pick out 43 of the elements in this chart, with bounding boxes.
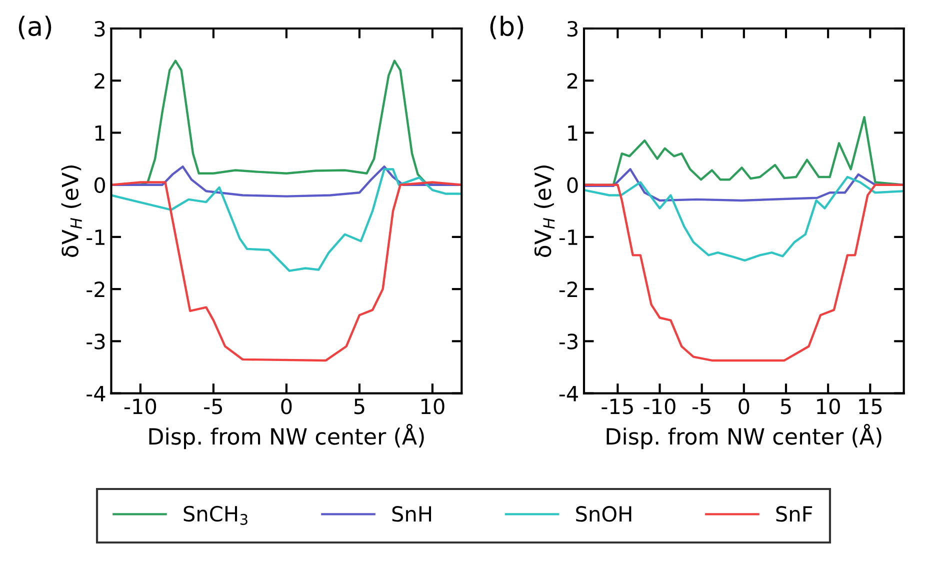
x-tick-label: 10 <box>421 398 444 414</box>
y-tick-label: 1 <box>95 125 104 141</box>
y-tick-label: -3 <box>559 334 578 350</box>
line-series <box>584 176 904 262</box>
y-tick-label: 0 <box>567 177 578 194</box>
y-tick-label: -2 <box>86 282 104 297</box>
x-tick-label: 10 <box>817 398 840 414</box>
y-tick-label: 0 <box>94 177 105 194</box>
x-tick-label: 0 <box>281 398 292 414</box>
y-tick-label: 3 <box>567 20 578 37</box>
x-tick-label: -15 <box>602 398 633 414</box>
x-tick-label: 15 <box>859 398 882 414</box>
line-series <box>111 181 462 362</box>
x-axis-title: Disp. from NW center (Å) <box>606 424 882 450</box>
y-tick-label: -1 <box>86 230 104 245</box>
x-tick-label: -5 <box>692 398 710 414</box>
x-axis-title: Disp. from NW center (Å) <box>149 424 424 450</box>
y-tick-label: 2 <box>94 73 104 89</box>
y-tick-label: -4 <box>86 386 106 402</box>
y-tick-label: 2 <box>567 73 578 89</box>
x-tick-label: -10 <box>644 398 676 414</box>
line-series <box>111 168 462 272</box>
line-series <box>111 165 462 198</box>
y-axis-title: δV$_{H}$ (eV) <box>534 166 555 258</box>
x-tick-label: 5 <box>354 398 364 414</box>
x-tick-label: 5 <box>780 398 791 414</box>
x-tick-label: -10 <box>124 398 156 414</box>
chart-title: (a) <box>18 16 52 40</box>
legend-label: SnF <box>776 506 812 522</box>
legend-label: SnOH <box>576 506 632 522</box>
x-tick-label: -5 <box>204 398 222 414</box>
y-tick-label: 1 <box>568 125 578 141</box>
y-tick-label: -4 <box>559 386 578 402</box>
x-tick-label: 0 <box>738 398 750 414</box>
y-axis-title: δV$_{H}$ (eV) <box>61 166 82 258</box>
y-tick-label: 3 <box>94 20 105 37</box>
legend-label: SnH <box>392 506 432 522</box>
line-series <box>584 184 904 362</box>
chart-title: (b) <box>490 16 524 40</box>
y-tick-label: -3 <box>86 334 105 350</box>
y-tick-label: -2 <box>559 282 578 297</box>
y-tick-label: -1 <box>559 230 578 245</box>
legend-label: SnCH$_{3}$ <box>184 506 248 525</box>
